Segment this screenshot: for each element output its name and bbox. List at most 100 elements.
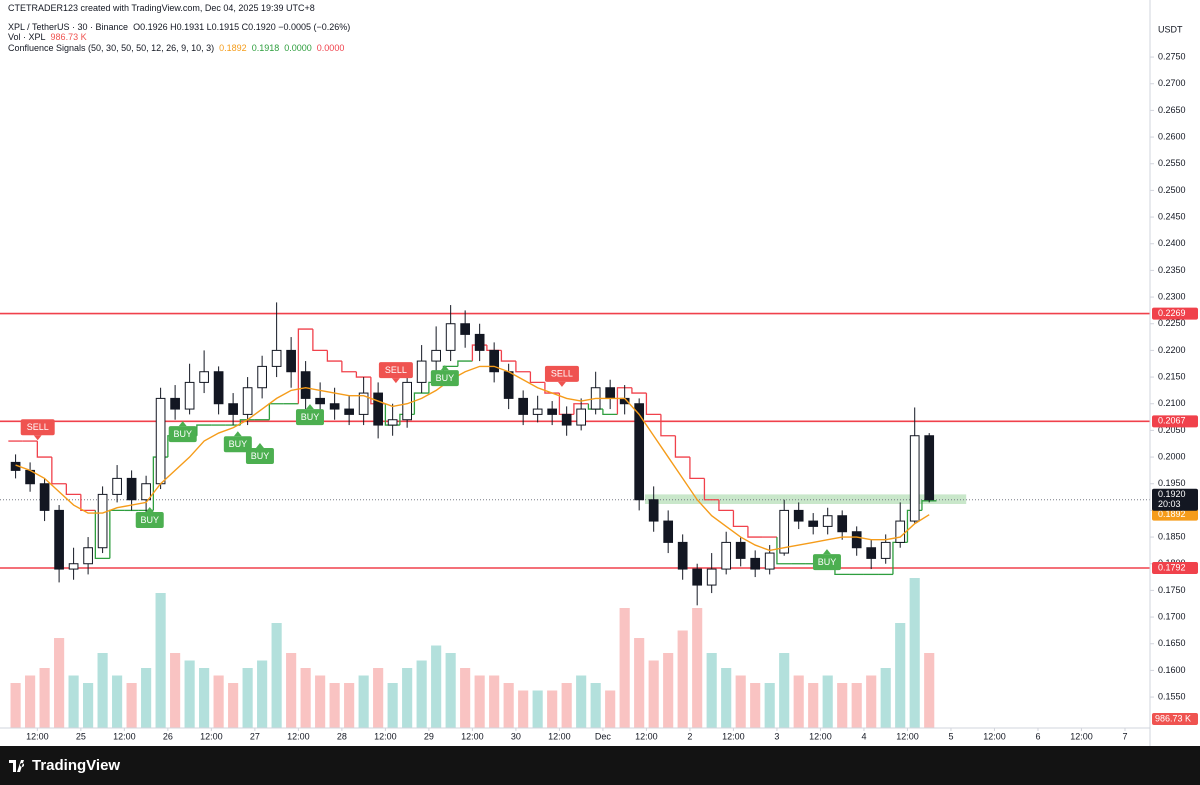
candle-body	[387, 419, 398, 426]
stop-line	[544, 382, 560, 394]
volume-bar	[793, 675, 804, 728]
last-price-tag-label: 0.1920	[1158, 489, 1186, 499]
volume-bar	[851, 683, 862, 728]
level-tag-label: 0.2269	[1158, 308, 1186, 318]
x-tick-label: 26	[163, 731, 173, 741]
stop-line	[312, 329, 328, 352]
signal-label: SELL	[551, 369, 573, 379]
stop-line	[921, 500, 937, 511]
indicator-value: 0.0000	[284, 42, 312, 53]
volume-bar	[242, 668, 253, 728]
y-tick-label: 0.2750	[1158, 51, 1186, 61]
stop-line	[703, 478, 719, 501]
x-tick-label: 12:00	[983, 731, 1006, 741]
candle-body	[126, 477, 137, 501]
signal: BUY	[135, 507, 164, 528]
credit: CTETRADER123 created with TradingView.co…	[8, 3, 315, 13]
volume-bar	[895, 623, 906, 728]
signal-label: BUY	[229, 439, 248, 449]
stop-line	[515, 361, 531, 373]
stop-line	[718, 499, 734, 512]
y-tick-label: 0.2200	[1158, 345, 1186, 355]
indicator-name: Confluence Signals (50, 30, 50, 50, 12, …	[8, 42, 215, 53]
signal-box	[378, 362, 413, 379]
volume-bar	[909, 578, 920, 728]
logo	[9, 760, 25, 772]
indicator-value: 0.0000	[316, 42, 345, 53]
signal-pointer	[305, 404, 314, 410]
zone	[644, 494, 967, 504]
candle-body	[358, 392, 369, 415]
currency-label: USDT	[1158, 24, 1183, 34]
candle-body	[692, 568, 703, 586]
stop-line	[500, 350, 516, 362]
candle-body	[706, 568, 717, 586]
candle-body	[648, 499, 659, 522]
signal-pointer	[145, 507, 154, 512]
candle-body	[735, 541, 746, 559]
y-tick-label: 0.2250	[1158, 318, 1186, 328]
signal-box	[245, 448, 274, 464]
x-tick-label: 12:00	[374, 731, 397, 741]
stop-line	[51, 457, 67, 485]
axes: USDT 0.2750 0.2700 0.2650 0.2600 0.2550 0.250…	[0, 0, 1198, 746]
volume-bar	[880, 668, 891, 728]
signal-label: BUY	[140, 515, 159, 525]
volume-bar	[39, 668, 50, 728]
volume-bar	[170, 653, 181, 728]
volume-bar	[300, 668, 311, 728]
candle-body	[213, 371, 224, 405]
volume-bar	[866, 675, 877, 728]
signal: BUY	[430, 365, 459, 387]
volume-tag	[1152, 713, 1198, 725]
signal-pointer	[391, 378, 400, 384]
candle-body	[503, 371, 514, 399]
stop-line	[573, 403, 589, 415]
x-tick-label: 12:00	[896, 731, 919, 741]
volume-bar	[634, 638, 645, 728]
volume-bar	[431, 645, 442, 728]
volume-bar	[547, 690, 558, 728]
volume-bar	[213, 675, 224, 728]
symbol-row: XPL / TetherUS · 30 · Binance O0.1926 H0…	[8, 22, 350, 33]
stop-line	[616, 387, 632, 415]
stop-line	[732, 510, 748, 528]
stop-line	[65, 483, 81, 496]
volume-name: Vol · XPL	[8, 32, 46, 42]
signal-box	[430, 370, 459, 387]
x-tick-label: 12:00	[113, 731, 136, 741]
x-tick-label: 2	[687, 731, 692, 741]
y-tick-label: 0.2000	[1158, 451, 1186, 461]
x-tick-label: 28	[337, 731, 347, 741]
candle-body	[880, 541, 891, 559]
stop-line	[341, 361, 357, 373]
level-tag	[1152, 307, 1198, 320]
footer: TradingView	[0, 746, 1200, 785]
candle-body	[83, 547, 93, 565]
signal-label: BUY	[301, 412, 320, 422]
volume-bar	[25, 675, 36, 728]
signal-label: BUY	[173, 429, 192, 439]
candle-body	[909, 435, 920, 522]
legend: CTETRADER123 created with TradingView.co…	[8, 3, 350, 53]
level-tag	[1152, 562, 1198, 574]
candle-body	[199, 371, 209, 383]
candle-body	[764, 552, 775, 570]
volume-bar	[358, 675, 369, 728]
candle-body	[474, 333, 485, 351]
candle-body	[779, 509, 790, 554]
signal-label: BUY	[436, 373, 455, 383]
y-tick-label: 0.2550	[1158, 158, 1186, 168]
volume-bar	[561, 683, 572, 728]
candle-body	[576, 408, 587, 426]
stop-line	[297, 328, 313, 404]
y-tick-label: 0.2500	[1158, 185, 1186, 195]
signal: BUY	[245, 443, 274, 464]
x-tick-label: 4	[861, 731, 866, 741]
candle-body	[518, 397, 529, 415]
signal-box	[223, 436, 252, 453]
volume-bar	[619, 608, 630, 728]
volume-bar	[648, 660, 659, 728]
candle-body	[300, 371, 311, 399]
